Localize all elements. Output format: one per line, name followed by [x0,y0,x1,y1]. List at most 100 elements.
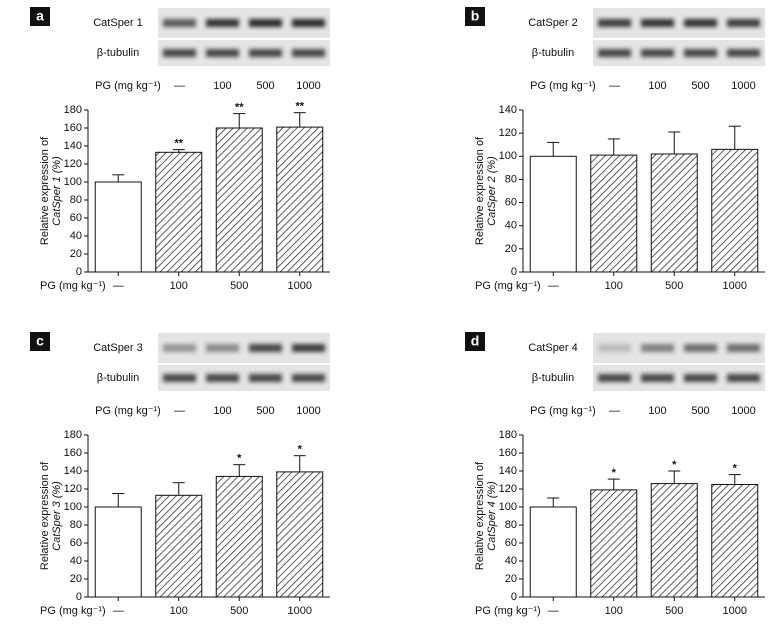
x-tick-label: — [113,280,124,292]
bar [529,155,577,273]
y-tick-label: 20 [70,248,82,260]
panel-label: d [471,333,480,349]
blot-band [292,374,325,382]
y-tick-label: 160 [64,122,82,134]
blot-x-label: PG (mg kg⁻¹) [95,405,161,417]
y-axis-title-line: CatSper 4 (%) [486,481,498,551]
y-tick-label: 40 [505,220,517,232]
blot-lane-label: 1000 [731,405,755,417]
blot-label: β-tubulin [97,372,139,384]
blot-lane-label: 1000 [296,405,320,417]
panel-label: c [36,333,44,349]
panel-label-box [465,332,485,351]
bar [276,126,324,273]
blot-lane-label: 100 [213,80,231,92]
y-tick-label: 80 [505,173,517,185]
y-tick-label: 180 [64,104,82,116]
blot-band [727,344,760,352]
blot-band [206,19,239,27]
x-tick-label: 500 [665,280,683,292]
x-axis-title: PG (mg kg⁻¹) [40,605,106,617]
x-tick-label: — [113,605,124,617]
blot-band [684,374,717,382]
y-tick-label: 80 [70,194,82,206]
blot-band [206,344,239,352]
y-tick-label: 40 [70,230,82,242]
panel-label-box [30,332,50,351]
x-tick-label: 500 [230,605,248,617]
blot-band [727,49,760,57]
blot-lane-label: 500 [691,405,709,417]
blot-label: CatSper 1 [93,17,143,29]
panel: b CatSper 2 β-tubulin PG (mg kg⁻¹) — 100 500 10… [465,7,765,292]
y-tick-label: 100 [499,501,517,513]
bar [590,154,638,273]
blot-lane-label: 500 [256,405,274,417]
y-tick-label: 120 [64,158,82,170]
blot-band [206,49,239,57]
blot-band [684,49,717,57]
blot-x-label: PG (mg kg⁻¹) [530,80,596,92]
blot-band [292,49,325,57]
y-tick-label: 20 [70,573,82,585]
x-tick-label: 100 [170,605,188,617]
blot-label: β-tubulin [532,372,574,384]
blot-x-label: PG (mg kg⁻¹) [95,80,161,92]
blot-x-label: PG (mg kg⁻¹) [530,405,596,417]
blot-band [292,344,325,352]
blot-band [249,374,282,382]
y-tick-label: 40 [70,555,82,567]
bar [590,489,638,598]
y-tick-label: 20 [505,573,517,585]
x-tick-label: 100 [605,605,623,617]
bar [215,127,263,273]
y-tick-label: 180 [499,429,517,441]
blot-label: β-tubulin [97,47,139,59]
significance-mark: * [612,467,617,479]
blot-band [641,49,674,57]
x-axis-title: PG (mg kg⁻¹) [475,605,541,617]
x-axis-title: PG (mg kg⁻¹) [475,280,541,292]
panel-label: b [471,8,480,24]
y-tick-label: 0 [511,266,517,278]
panel-label-box [465,7,485,26]
blot-band [598,344,631,352]
x-tick-label: 1000 [723,280,747,292]
blot-band [684,344,717,352]
bar [94,506,142,598]
significance-mark: ** [174,138,183,150]
blot-lane-label: 100 [648,405,666,417]
blot-band [249,49,282,57]
bar [215,475,263,598]
blot-lane-label: 500 [256,80,274,92]
significance-mark: ** [235,102,244,114]
blot-label: CatSper 2 [528,17,578,29]
y-tick-label: 120 [499,127,517,139]
blot-band [163,344,196,352]
significance-mark: * [298,444,303,456]
significance-mark: * [733,463,738,475]
y-tick-label: 80 [70,519,82,531]
significance-mark: ** [295,101,304,113]
blot-band [292,19,325,27]
x-tick-label: 100 [605,280,623,292]
blot-lane-label: — [174,80,185,92]
blot-lane-label: 500 [691,80,709,92]
y-tick-label: 60 [70,212,82,224]
bar [276,471,324,598]
y-tick-label: 60 [505,196,517,208]
blot-lane-label: — [174,405,185,417]
blot-band [641,19,674,27]
blot-band [163,374,196,382]
significance-mark: * [237,453,242,465]
x-tick-label: 1000 [288,605,312,617]
bar [650,153,698,273]
bar [650,483,698,598]
y-axis-title-line: Relative expression of [39,461,51,570]
bar [529,506,577,598]
blot-lane-label: 100 [648,80,666,92]
x-tick-label: — [548,280,559,292]
y-tick-label: 80 [505,519,517,531]
blot-label: β-tubulin [532,47,574,59]
